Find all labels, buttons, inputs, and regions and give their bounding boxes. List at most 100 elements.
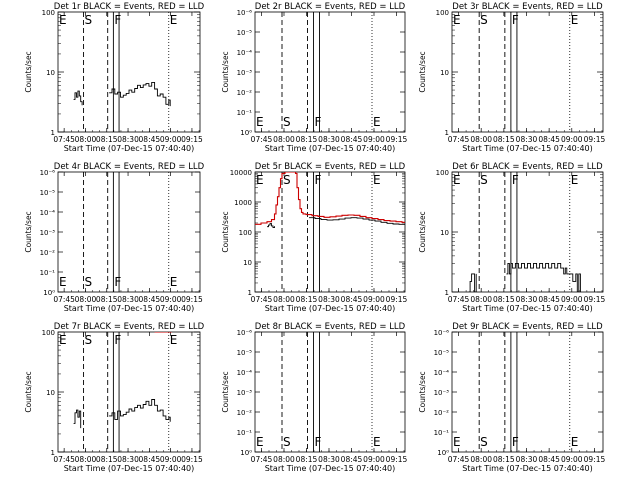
- y-tick-label: 100: [42, 329, 55, 337]
- x-tick-label: 07:45: [448, 295, 470, 304]
- y-tick-label: 10: [440, 229, 449, 237]
- plot-area: [478, 332, 571, 452]
- x-tick-label: 08:00: [273, 295, 295, 304]
- y-tick-label: 10⁰: [240, 449, 252, 457]
- x-tick-label: 08:00: [470, 135, 492, 144]
- plot-area: [73, 332, 172, 452]
- plot-area: [83, 172, 170, 292]
- x-axis-label: Start Time (07-Dec-15 07:40:40): [265, 464, 396, 473]
- y-axis-label: Counts/sec: [221, 371, 230, 412]
- plot-area: [281, 332, 373, 452]
- plot-frame: [57, 171, 201, 293]
- x-tick-label: 08:45: [538, 135, 560, 144]
- marker-label: S: [480, 13, 488, 27]
- events-series-line: [506, 262, 581, 292]
- x-tick-label: 08:30: [318, 455, 340, 464]
- plot-frame: [451, 11, 604, 133]
- y-tick-label: 10⁰: [43, 289, 55, 297]
- y-tick-label: 10⁻³: [237, 69, 253, 77]
- plot-area: [73, 12, 171, 132]
- panel-title: Det 4r BLACK = Events, RED = LLD: [54, 162, 205, 172]
- y-axis-label: Counts/sec: [418, 211, 427, 252]
- plot-area: [255, 172, 405, 292]
- marker-label: E: [170, 275, 178, 289]
- marker-label: F: [114, 13, 121, 27]
- x-tick-label: 08:00: [273, 135, 295, 144]
- y-tick-label: 10⁻⁴: [237, 369, 253, 377]
- y-tick-label: 10⁻¹: [237, 429, 253, 437]
- x-axis-label: Start Time (07-Dec-15 07:40:40): [64, 464, 195, 473]
- x-tick-label: 09:15: [181, 455, 203, 464]
- x-tick-label: 07:45: [53, 295, 75, 304]
- x-tick-label: 08:15: [493, 295, 515, 304]
- y-tick-label: 10⁻⁴: [237, 49, 253, 57]
- plot-area: [468, 172, 581, 292]
- y-tick-label: 1: [51, 449, 55, 457]
- marker-label: S: [85, 13, 93, 27]
- x-axis-label: Start Time (07-Dec-15 07:40:40): [64, 304, 195, 313]
- x-axis-label: Start Time (07-Dec-15 07:40:40): [462, 144, 593, 153]
- x-tick-label: 08:30: [318, 295, 340, 304]
- y-tick-label: 10⁰: [437, 449, 449, 457]
- y-tick-label: 10⁻⁴: [434, 369, 450, 377]
- marker-label: S: [480, 435, 488, 449]
- x-tick-label: 08:30: [516, 135, 538, 144]
- marker-label: F: [512, 173, 519, 187]
- y-tick-label: 10⁻¹: [434, 429, 450, 437]
- panel-title: Det 8r BLACK = Events, RED = LLD: [255, 322, 406, 332]
- plot-frame: [254, 171, 406, 293]
- y-tick-label: 10⁻³: [237, 389, 253, 397]
- marker-label: E: [59, 275, 67, 289]
- marker-label: E: [373, 115, 381, 129]
- marker-label: S: [283, 173, 291, 187]
- x-tick-label: 08:15: [96, 455, 118, 464]
- x-tick-label: 08:15: [493, 455, 515, 464]
- x-tick-label: 09:15: [181, 135, 203, 144]
- marker-label: F: [114, 275, 121, 289]
- y-tick-label: 10⁻⁶: [237, 329, 253, 337]
- x-tick-label: 08:45: [341, 295, 363, 304]
- plot-frame: [254, 11, 406, 133]
- x-tick-label: 08:00: [75, 455, 97, 464]
- x-tick-label: 08:45: [341, 455, 363, 464]
- panel-title: Det 6r BLACK = Events, RED = LLD: [452, 162, 603, 172]
- x-axis-label: Start Time (07-Dec-15 07:40:40): [265, 144, 396, 153]
- x-tick-label: 08:15: [96, 135, 118, 144]
- x-tick-label: 08:30: [117, 135, 139, 144]
- plot-area: [478, 12, 571, 132]
- x-tick-label: 09:15: [386, 455, 408, 464]
- x-tick-label: 08:45: [341, 135, 363, 144]
- y-axis-label: Counts/sec: [24, 51, 33, 92]
- y-tick-label: 10⁻³: [434, 389, 450, 397]
- x-tick-label: 09:15: [181, 295, 203, 304]
- x-tick-label: 09:00: [160, 455, 182, 464]
- y-tick-label: 10⁻⁶: [237, 9, 253, 17]
- panel-title: Det 2r BLACK = Events, RED = LLD: [255, 2, 406, 12]
- y-tick-label: 10⁻⁵: [434, 349, 450, 357]
- x-tick-label: 09:15: [386, 135, 408, 144]
- x-tick-label: 09:15: [386, 295, 408, 304]
- x-tick-label: 08:30: [117, 295, 139, 304]
- marker-label: S: [85, 275, 93, 289]
- x-tick-label: 08:15: [96, 295, 118, 304]
- x-tick-label: 08:15: [296, 135, 318, 144]
- marker-label: E: [170, 13, 178, 27]
- x-tick-label: 07:45: [53, 135, 75, 144]
- panel-det-6: Det 6r BLACK = Events, RED = LLD 07:45 08:…: [418, 162, 605, 313]
- marker-label: E: [256, 173, 264, 187]
- x-tick-label: 07:45: [251, 135, 273, 144]
- y-tick-label: 10⁻¹: [237, 109, 253, 117]
- marker-label: F: [315, 435, 322, 449]
- marker-label: E: [59, 13, 67, 27]
- plot-frame: [57, 331, 201, 453]
- x-tick-label: 08:15: [493, 135, 515, 144]
- x-tick-label: 09:15: [584, 135, 606, 144]
- marker-label: S: [480, 173, 488, 187]
- y-tick-label: 1: [445, 289, 449, 297]
- x-tick-label: 08:30: [117, 455, 139, 464]
